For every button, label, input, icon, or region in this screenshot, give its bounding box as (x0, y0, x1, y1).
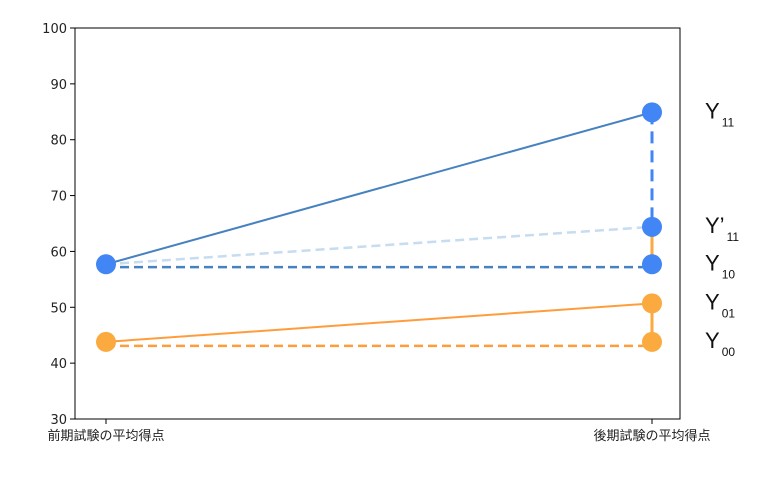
annotation-label: Y’ 11 (705, 213, 739, 244)
y-tick-label: 60 (50, 245, 67, 260)
annotation-subscript: 11 (727, 230, 740, 244)
annotation-label: Y 01 (705, 289, 735, 320)
annotation-label: Y 11 (705, 98, 734, 129)
y-tick-label: 90 (50, 78, 67, 93)
annotation-main: Y’ (705, 213, 725, 238)
series-line-y11_counterfactual (105, 225, 653, 266)
axes: 30 40 50 60 70 80 90 100 前期試験の平均得点 後期試験の平均得点 (42, 22, 710, 444)
data-point (642, 102, 662, 123)
annotation-main: Y (705, 289, 720, 314)
annotation-label: Y 10 (705, 250, 735, 281)
x-tick-label: 前期試験の平均得点 (47, 428, 164, 444)
data-markers (96, 102, 662, 352)
series-lines (105, 111, 653, 348)
annotation-subscript: 00 (722, 345, 736, 359)
data-point (642, 254, 662, 275)
data-point (642, 216, 662, 237)
series-line-y01 (105, 302, 653, 343)
y-tick-label: 30 (50, 413, 67, 428)
data-point (96, 254, 116, 275)
annotations: Y 11Y’ 11Y 10Y 01Y 00 (705, 98, 739, 359)
y-tick-label: 100 (42, 22, 67, 37)
y-tick-label: 40 (50, 357, 67, 372)
annotation-subscript: 01 (722, 306, 736, 320)
x-tick-label: 後期試験の平均得点 (593, 428, 710, 444)
y-tick-label: 80 (50, 134, 67, 149)
annotation-main: Y (705, 250, 720, 275)
annotation-main: Y (705, 328, 720, 353)
y-tick-label: 70 (50, 190, 67, 205)
annotation-subscript: 10 (722, 267, 736, 281)
plot-frame (74, 27, 681, 420)
annotation-main: Y (705, 98, 720, 123)
annotation-subscript: 11 (722, 115, 735, 129)
data-point (642, 331, 662, 352)
data-point (642, 293, 662, 314)
data-point (96, 331, 116, 352)
series-line-y11 (105, 111, 653, 266)
y-tick-label: 50 (50, 301, 67, 316)
annotation-label: Y 00 (705, 328, 735, 359)
